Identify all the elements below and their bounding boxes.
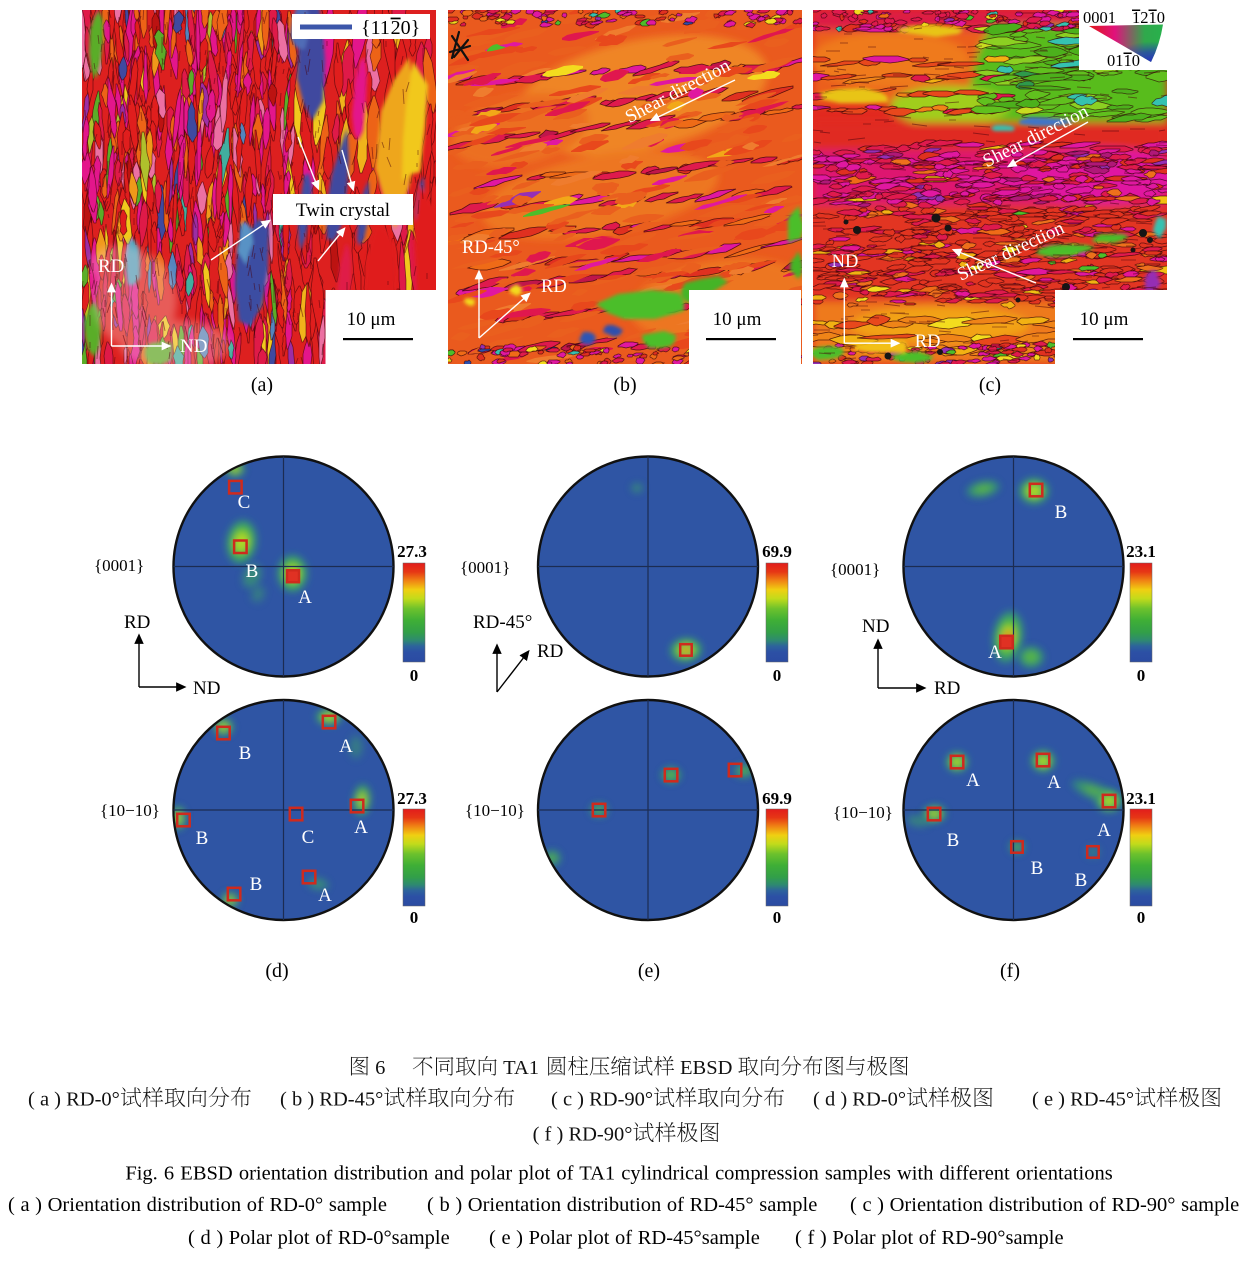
svg-text:RD-45°: RD-45° — [473, 612, 532, 633]
svg-text:RD-45°: RD-45° — [462, 238, 520, 258]
svg-text:RD: RD — [124, 612, 150, 633]
svg-text:{10−10}: {10−10} — [833, 803, 893, 822]
svg-text:0: 0 — [773, 908, 782, 927]
svg-text:( a ) Orientation distribution: ( a ) Orientation distribution of RD-0° … — [8, 1194, 387, 1216]
svg-text:B: B — [239, 743, 252, 764]
svg-text:C: C — [238, 492, 251, 513]
svg-text:A: A — [1097, 820, 1111, 841]
svg-text:EBSD: EBSD — [680, 1057, 732, 1079]
svg-text:23.1: 23.1 — [1126, 789, 1156, 808]
svg-text:10 μm: 10 μm — [713, 309, 762, 330]
svg-text:ND: ND — [180, 336, 207, 357]
svg-text:0: 0 — [773, 666, 782, 685]
svg-text:RD: RD — [537, 641, 563, 662]
svg-text:( d ) RD-0°: ( d ) RD-0° — [813, 1089, 906, 1111]
svg-text:1: 1 — [1124, 51, 1132, 70]
svg-text:B: B — [196, 828, 209, 849]
svg-text:A: A — [339, 736, 353, 757]
svg-text:27.3: 27.3 — [397, 542, 427, 561]
svg-text:ND: ND — [832, 252, 859, 272]
svg-text:A: A — [988, 642, 1002, 663]
svg-text:RD: RD — [98, 256, 124, 277]
svg-text:B: B — [1031, 858, 1044, 879]
svg-text:B: B — [947, 830, 960, 851]
svg-text:( a ) RD-0°: ( a ) RD-0° — [28, 1089, 120, 1111]
svg-text:B: B — [250, 874, 263, 895]
svg-text:69.9: 69.9 — [762, 789, 792, 808]
svg-text:0: 0 — [1137, 666, 1146, 685]
svg-text:TA1: TA1 — [503, 1057, 539, 1079]
svg-text:01: 01 — [1107, 51, 1124, 70]
svg-text:( e ) RD-45°: ( e ) RD-45° — [1032, 1089, 1134, 1111]
svg-text:{0001}: {0001} — [460, 558, 510, 577]
svg-text:A: A — [298, 587, 312, 608]
svg-text:69.9: 69.9 — [762, 542, 792, 561]
svg-text:ND: ND — [862, 616, 889, 637]
svg-text:( f ) RD-90°: ( f ) RD-90° — [533, 1124, 633, 1146]
svg-text:A: A — [318, 885, 332, 906]
svg-text:{10−10}: {10−10} — [100, 801, 160, 820]
svg-text:RD: RD — [541, 277, 567, 297]
svg-text:A: A — [966, 770, 980, 791]
svg-text:Fig. 6 EBSD orientation distr: Fig. 6 EBSD orientation distribution and… — [125, 1163, 1112, 1185]
svg-text:{10−10}: {10−10} — [465, 801, 525, 820]
svg-text:( c ) Orientation distribution: ( c ) Orientation distribution of RD-90°… — [850, 1194, 1239, 1216]
svg-text:10 μm: 10 μm — [1080, 309, 1129, 330]
svg-text:B: B — [1055, 502, 1068, 523]
svg-text:{0001}: {0001} — [94, 556, 144, 575]
svg-text:RD: RD — [915, 332, 941, 352]
svg-text:( d ) Polar plot of RD-0°sampl: ( d ) Polar plot of RD-0°sample — [188, 1227, 450, 1249]
svg-text:0: 0 — [1137, 908, 1146, 927]
svg-text:0}: 0} — [401, 17, 421, 39]
svg-text:C: C — [302, 827, 315, 848]
svg-text:10 μm: 10 μm — [347, 309, 396, 330]
svg-text:( b ) RD-45°: ( b ) RD-45° — [280, 1089, 383, 1111]
svg-text:1: 1 — [1149, 8, 1157, 27]
svg-text:B: B — [246, 561, 259, 582]
svg-text:0: 0 — [410, 666, 419, 685]
svg-text:A: A — [1047, 772, 1061, 793]
svg-text:2: 2 — [1140, 8, 1148, 27]
svg-text:(e): (e) — [638, 960, 660, 982]
svg-text:ND: ND — [193, 678, 220, 699]
svg-text:(c): (c) — [979, 374, 1001, 396]
svg-text:0: 0 — [410, 908, 419, 927]
svg-text:( b ) Orientation distribution: ( b ) Orientation distribution of RD-45°… — [427, 1194, 817, 1216]
svg-text:27.3: 27.3 — [397, 789, 427, 808]
svg-text:0: 0 — [1157, 8, 1165, 27]
svg-text:(f): (f) — [1000, 960, 1020, 982]
svg-text:2: 2 — [391, 17, 401, 39]
svg-text:Twin crystal: Twin crystal — [296, 200, 390, 221]
svg-text:( c ) RD-90°: ( c ) RD-90° — [551, 1089, 653, 1111]
svg-text:(b): (b) — [613, 374, 636, 396]
svg-text:{11: {11 — [361, 17, 390, 39]
svg-text:{0001}: {0001} — [830, 560, 880, 579]
svg-text:( f ) Polar plot of RD-90°samp: ( f ) Polar plot of RD-90°sample — [795, 1227, 1064, 1249]
svg-text:(d): (d) — [265, 960, 288, 982]
svg-text:0001: 0001 — [1083, 8, 1116, 27]
svg-text:B: B — [1075, 870, 1088, 891]
svg-text:( e ) Polar plot of RD-45°samp: ( e ) Polar plot of RD-45°sample — [489, 1227, 760, 1249]
svg-text:A: A — [354, 817, 368, 838]
svg-text:(a): (a) — [251, 374, 273, 396]
svg-text:6: 6 — [375, 1057, 385, 1079]
svg-text:1: 1 — [1132, 8, 1140, 27]
svg-text:RD: RD — [934, 678, 960, 699]
svg-text:0: 0 — [1132, 51, 1140, 70]
svg-text:23.1: 23.1 — [1126, 542, 1156, 561]
